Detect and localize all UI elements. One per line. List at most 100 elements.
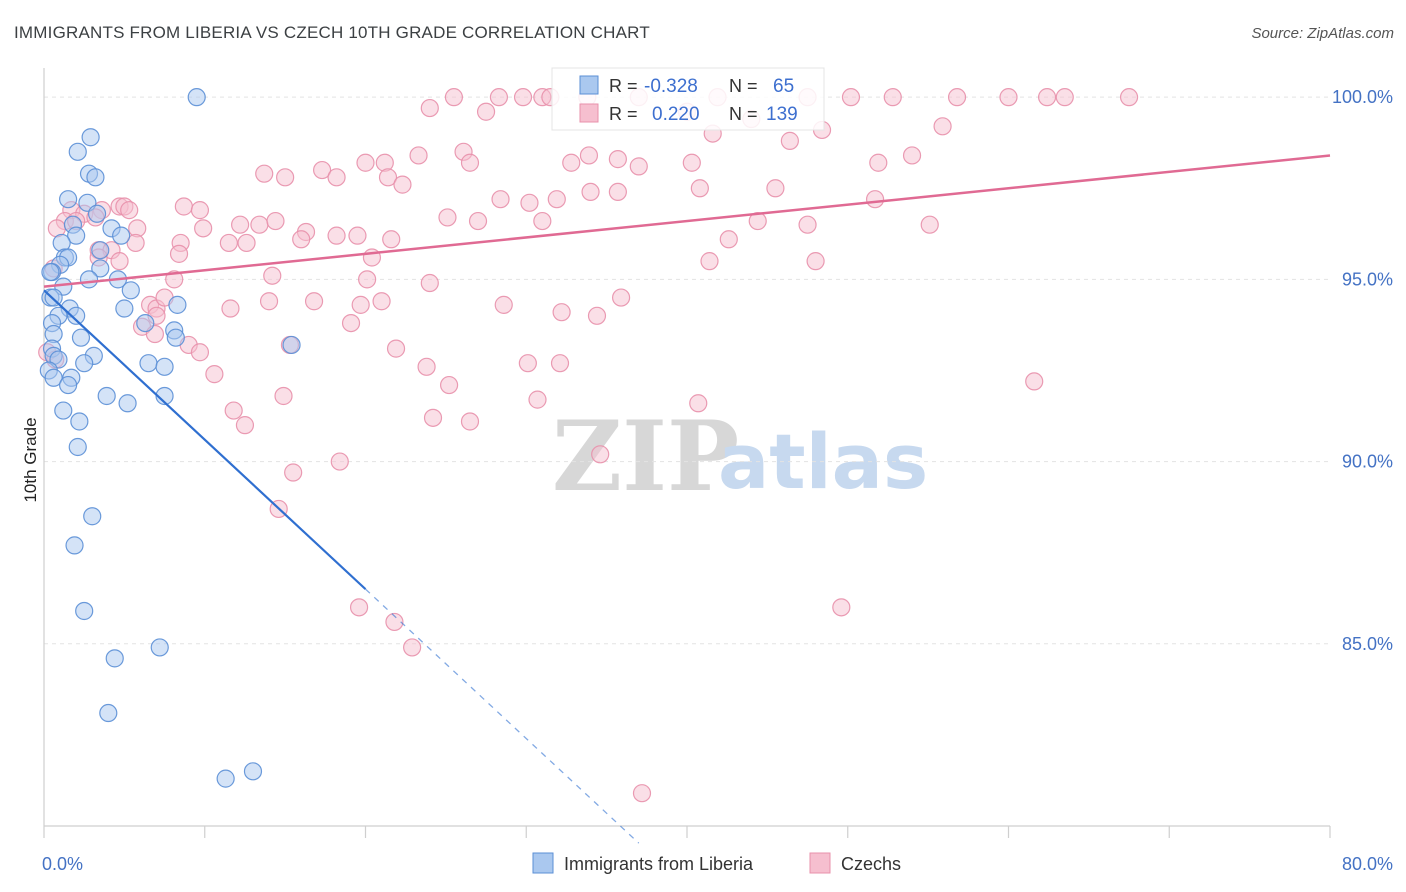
czechs-point (423, 408, 443, 427)
trend-lines (43, 154, 1331, 844)
czechs-point (766, 179, 785, 198)
czechs-point (528, 390, 547, 409)
czechs-point (356, 153, 375, 172)
czechs-point (190, 343, 210, 362)
liberia-point (75, 354, 94, 373)
liberia-point (59, 375, 78, 395)
czechs-points (38, 88, 1139, 803)
liberia-point (70, 412, 89, 431)
czechs-point (276, 168, 295, 187)
liberia-point (91, 259, 110, 278)
czechs-point (393, 175, 412, 194)
czechs-point (700, 252, 719, 271)
czechs-point (341, 313, 361, 333)
czechs-point (444, 88, 464, 107)
liberia-trend-extension (365, 588, 640, 844)
czechs-point (494, 295, 513, 314)
czechs-point (690, 179, 709, 198)
czechs-point (349, 598, 369, 617)
czechs-point (608, 182, 627, 202)
liberia-point (86, 168, 105, 187)
czechs-point (682, 153, 701, 172)
liberia-point (81, 128, 100, 147)
liberia-point (99, 703, 118, 723)
czechs-point (719, 230, 738, 249)
czechs-point (224, 401, 243, 420)
czechs-point (798, 215, 817, 234)
czechs-point (468, 211, 488, 231)
liberia-point (155, 386, 174, 406)
czechs-point (231, 215, 250, 234)
stats-pink-swatch (579, 103, 599, 123)
stats-pink-n-value: 139 (766, 104, 798, 125)
stats-blue-r-value: -0.328 (644, 76, 698, 97)
czechs-point (518, 354, 537, 373)
czechs-point (409, 146, 428, 165)
czechs-point (110, 252, 129, 271)
liberia-point (75, 601, 94, 621)
czechs-point (351, 295, 370, 314)
czechs-point (312, 160, 332, 180)
czechs-point (933, 117, 952, 136)
czechs-point (1037, 88, 1057, 107)
liberia-point (87, 204, 107, 223)
czechs-point (920, 215, 939, 234)
czechs-point (304, 292, 324, 311)
liberia-points (39, 88, 301, 788)
czechs-point (869, 153, 888, 172)
czechs-point (587, 306, 607, 325)
czechs-point (438, 208, 457, 227)
czechs-point (947, 88, 967, 107)
czechs-point (169, 244, 189, 263)
liberia-point (71, 328, 91, 347)
czechs-point (832, 598, 851, 617)
gridlines (44, 96, 1330, 645)
czechs-point (1119, 88, 1139, 107)
legend-liberia-label: Immigrants from Liberia (564, 854, 754, 874)
czechs-point (174, 197, 193, 216)
chart-title: IMMIGRANTS FROM LIBERIA VS CZECH 10TH GR… (14, 23, 650, 42)
czechs-point (629, 157, 648, 176)
stats-blue-swatch (579, 75, 599, 95)
czechs-point (999, 88, 1018, 107)
czechs-point (748, 211, 767, 231)
liberia-point (112, 226, 131, 245)
czechs-point (841, 88, 861, 107)
czechs-point (348, 226, 367, 245)
source-credit: Source: ZipAtlas.com (1251, 25, 1394, 42)
czechs-point (562, 153, 581, 172)
czechs-point (165, 270, 184, 289)
x-tick-label: 80.0% (1342, 854, 1393, 874)
czechs-point (330, 452, 349, 471)
stats-blue-r-label: R = (609, 76, 638, 96)
czechs-point (550, 354, 570, 373)
legend-liberia-swatch (532, 852, 554, 874)
stats-pink-n-label: N = (729, 104, 758, 124)
legend-czechs-label: Czechs (841, 854, 901, 874)
czechs-point (266, 211, 285, 231)
czechs-point (205, 365, 224, 384)
liberia-point (54, 401, 73, 420)
stats-blue-n-value: 65 (773, 76, 794, 97)
liberia-point (105, 649, 124, 668)
czechs-point (385, 612, 404, 632)
czechs-point (865, 190, 885, 209)
czechs-point (533, 211, 552, 231)
czechs-point (460, 153, 480, 172)
czechs-point (552, 303, 571, 322)
czechs-point (327, 226, 346, 245)
czechs-point (591, 445, 610, 464)
czechs-point (403, 638, 422, 657)
liberia-point (155, 357, 174, 376)
czechs-trend-line (43, 154, 1331, 288)
y-tick-label: 95.0% (1342, 269, 1393, 289)
czechs-point (520, 193, 539, 212)
liberia-point (216, 769, 235, 788)
y-tick-label: 85.0% (1342, 634, 1393, 654)
czechs-point (476, 102, 496, 121)
czechs-point (689, 394, 708, 413)
liberia-point (115, 299, 134, 318)
watermark-zip: ZIP (552, 400, 739, 513)
czechs-point (460, 412, 480, 431)
